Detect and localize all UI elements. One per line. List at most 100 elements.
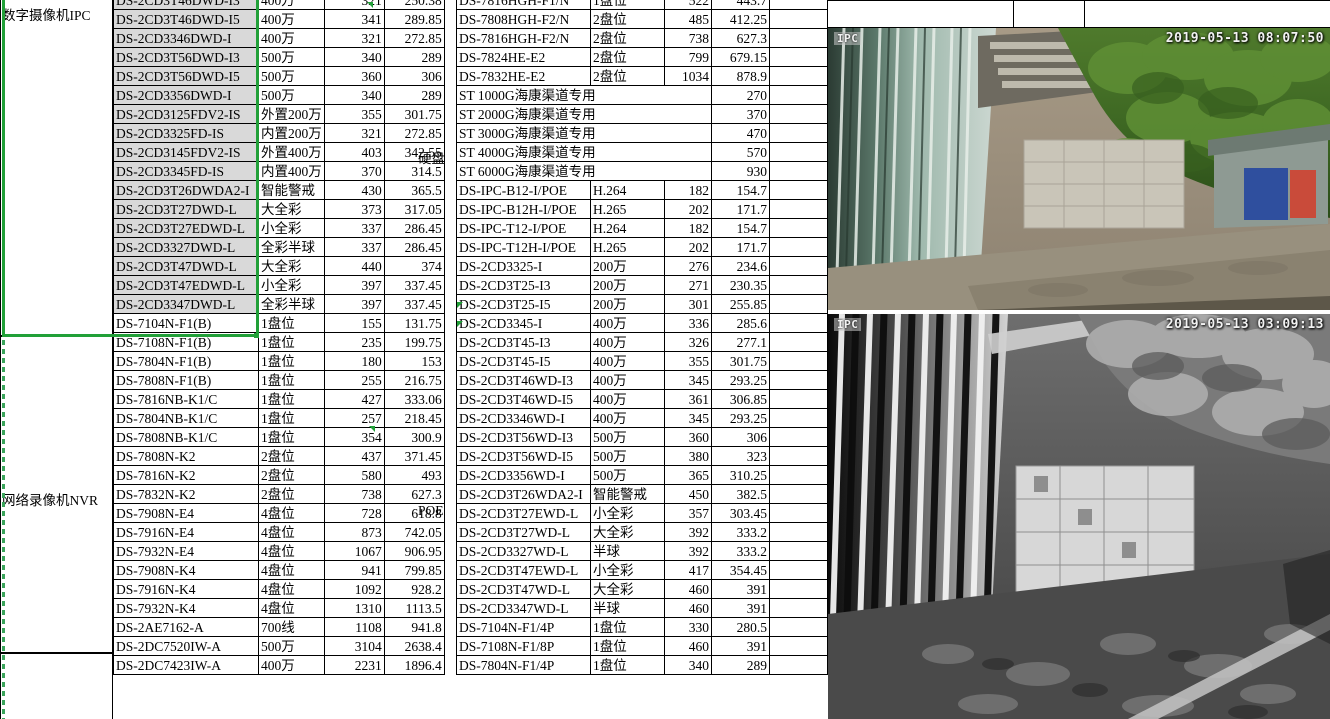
table-row[interactable]: DS-2CD3T25-I5 200万 301 255.85 — [456, 294, 828, 314]
cell-price-2[interactable]: 301.75 — [711, 351, 770, 371]
table-row[interactable]: DS-2CD3T46DWD-I3 400万 321 250.38 — [113, 0, 445, 10]
cell-model[interactable]: DS-2CD3T47EWD-L — [456, 560, 591, 580]
cell-empty[interactable] — [769, 503, 828, 523]
cell-spec[interactable]: 内置400万 — [258, 161, 325, 181]
cell-spec[interactable]: 1盘位 — [590, 655, 665, 675]
cell-price-2[interactable]: 342.55 — [383, 142, 445, 162]
cell-empty[interactable] — [769, 104, 828, 124]
cell-price-1[interactable]: 738 — [323, 484, 385, 504]
cell-price-2[interactable]: 412.25 — [711, 9, 770, 29]
cell-empty[interactable] — [769, 0, 828, 10]
price-table-left[interactable]: DS-2CD3T46DWD-I3 400万 321 250.38 DS-2CD3T46D… — [113, 0, 445, 675]
cell-price-1[interactable]: 330 — [664, 617, 712, 637]
cell-price-1[interactable]: 257 — [323, 408, 385, 428]
cell-price-2[interactable]: 286.45 — [383, 218, 445, 238]
cell-price-1[interactable]: 321 — [323, 0, 385, 10]
table-row[interactable]: ST 4000G海康渠道专用 570 — [456, 142, 828, 162]
cell-empty[interactable] — [769, 142, 828, 162]
table-row[interactable]: DS-2CD3T46WD-I5 400万 361 306.85 — [456, 389, 828, 409]
cell-price-2[interactable]: 131.75 — [383, 313, 445, 333]
cell-price-2[interactable]: 171.7 — [711, 199, 770, 219]
cell-model[interactable]: DS-2CD3356WD-I — [456, 465, 591, 485]
cell-price-2[interactable]: 286.45 — [383, 237, 445, 257]
cell-price-2[interactable]: 199.75 — [383, 332, 445, 352]
cell-price-1[interactable]: 326 — [664, 332, 712, 352]
table-row[interactable]: DS-2CD3T27DWD-L 大全彩 373 317.05 — [113, 199, 445, 219]
cell-spec[interactable]: 500万 — [258, 636, 325, 656]
cell-model[interactable]: DS-2CD3T27EWD-L — [456, 503, 591, 523]
cell-spec[interactable]: 1盘位 — [258, 408, 325, 428]
cell-model[interactable]: DS-2CD3T26DWDA2-I — [113, 180, 259, 200]
cell-model[interactable]: DS-2CD3T47EDWD-L — [113, 275, 259, 295]
cell-price-2[interactable]: 310.25 — [711, 465, 770, 485]
cell-model[interactable]: ST 3000G海康渠道专用 — [456, 123, 712, 143]
cell-model[interactable]: DS-7804N-F1(B) — [113, 351, 259, 371]
table-row[interactable]: DS-7816N-K2 2盘位 580 493 — [113, 465, 445, 485]
table-row[interactable]: DS-2CD3T45-I5 400万 355 301.75 — [456, 351, 828, 371]
cell-spec[interactable]: 内置200万 — [258, 123, 325, 143]
cell-price-1[interactable]: 355 — [664, 351, 712, 371]
cell-spec[interactable]: 1盘位 — [258, 313, 325, 333]
cell-spec[interactable]: 500万 — [258, 85, 325, 105]
cell-empty[interactable] — [769, 28, 828, 48]
table-row[interactable]: DS-7808NB-K1/C 1盘位 354 300.9 — [113, 427, 445, 447]
table-row[interactable]: DS-7816NB-K1/C 1盘位 427 333.06 — [113, 389, 445, 409]
cell-price-2[interactable]: 878.9 — [711, 66, 770, 86]
table-row[interactable]: DS-2CD3145FDV2-IS 外置400万 403 342.55 — [113, 142, 445, 162]
cell-price-2[interactable]: 391 — [711, 579, 770, 599]
table-row[interactable]: DS-2CD3125FDV2-IS 外置200万 355 301.75 — [113, 104, 445, 124]
table-row[interactable]: DS-7932N-E4 4盘位 1067 906.95 — [113, 541, 445, 561]
cell-price-1[interactable]: 276 — [664, 256, 712, 276]
cell-price-2[interactable]: 365.5 — [383, 180, 445, 200]
cell-model[interactable]: DS-7908N-E4 — [113, 503, 259, 523]
cell-spec[interactable]: 400万 — [590, 332, 665, 352]
cell-model[interactable]: DS-7808N-F1(B) — [113, 370, 259, 390]
cell-empty[interactable] — [769, 180, 828, 200]
cell-price-1[interactable]: 373 — [323, 199, 385, 219]
table-row[interactable]: DS-7808N-K2 2盘位 437 371.45 — [113, 446, 445, 466]
cell-price-2[interactable]: 280.5 — [711, 617, 770, 637]
cell-spec[interactable]: 400万 — [590, 351, 665, 371]
cell-spec[interactable]: 200万 — [590, 275, 665, 295]
cell-price-1[interactable]: 450 — [664, 484, 712, 504]
cell-price-1[interactable]: 360 — [664, 427, 712, 447]
cell-model[interactable]: DS-2CD3346DWD-I — [113, 28, 259, 48]
cell-model[interactable]: DS-7916N-K4 — [113, 579, 259, 599]
cell-price-2[interactable]: 333.2 — [711, 522, 770, 542]
cell-price-2[interactable]: 627.3 — [711, 28, 770, 48]
cell-price-1[interactable]: 417 — [664, 560, 712, 580]
cell-empty[interactable] — [769, 427, 828, 447]
table-row[interactable]: DS-2DC7423IW-A 400万 2231 1896.4 — [113, 655, 445, 675]
cell-model[interactable]: DS-7816N-K2 — [113, 465, 259, 485]
cell-price-1[interactable]: 1067 — [323, 541, 385, 561]
cell-spec[interactable]: 1盘位 — [590, 0, 665, 10]
cell-price-1[interactable]: 365 — [664, 465, 712, 485]
cell-price-1[interactable]: 522 — [664, 0, 712, 10]
cell-price-1[interactable]: 440 — [323, 256, 385, 276]
cell-spec[interactable]: 1盘位 — [258, 370, 325, 390]
cell-empty[interactable] — [769, 370, 828, 390]
cell-empty[interactable] — [769, 218, 828, 238]
table-row[interactable]: DS-2CD3T26DWDA2-I 智能警戒 430 365.5 — [113, 180, 445, 200]
cell-price-2[interactable]: 303.45 — [711, 503, 770, 523]
cell-model[interactable]: DS-IPC-B12H-I/POE — [456, 199, 591, 219]
cell-spec[interactable]: 4盘位 — [258, 503, 325, 523]
table-row[interactable]: ST 1000G海康渠道专用 270 — [456, 85, 828, 105]
cell-model[interactable]: DS-2CD3347WD-L — [456, 598, 591, 618]
cell-price-1[interactable]: 202 — [664, 237, 712, 257]
cell-price-1[interactable]: 1108 — [323, 617, 385, 637]
cell-spec[interactable]: 小全彩 — [258, 218, 325, 238]
cell-model[interactable]: DS-IPC-T12-I/POE — [456, 218, 591, 238]
category-cell-ptz[interactable] — [0, 653, 113, 719]
cell-price-2[interactable]: 289.85 — [383, 9, 445, 29]
cell-model[interactable]: DS-2CD3T46WD-I5 — [456, 389, 591, 409]
cell-model[interactable]: DS-7916N-E4 — [113, 522, 259, 542]
table-row[interactable]: DS-7808HGH-F2/N 2盘位 485 412.25 — [456, 9, 828, 29]
cell-price-1[interactable]: 460 — [664, 579, 712, 599]
table-row[interactable]: DS-2CD3T47EDWD-L 小全彩 397 337.45 — [113, 275, 445, 295]
cell-price-1[interactable]: 321 — [323, 28, 385, 48]
cell-price-1[interactable]: 341 — [323, 9, 385, 29]
table-row[interactable]: DS-2CD3T27EWD-L 小全彩 357 303.45 — [456, 503, 828, 523]
cell-empty[interactable] — [769, 655, 828, 675]
cell-model[interactable]: DS-7808HGH-F2/N — [456, 9, 591, 29]
